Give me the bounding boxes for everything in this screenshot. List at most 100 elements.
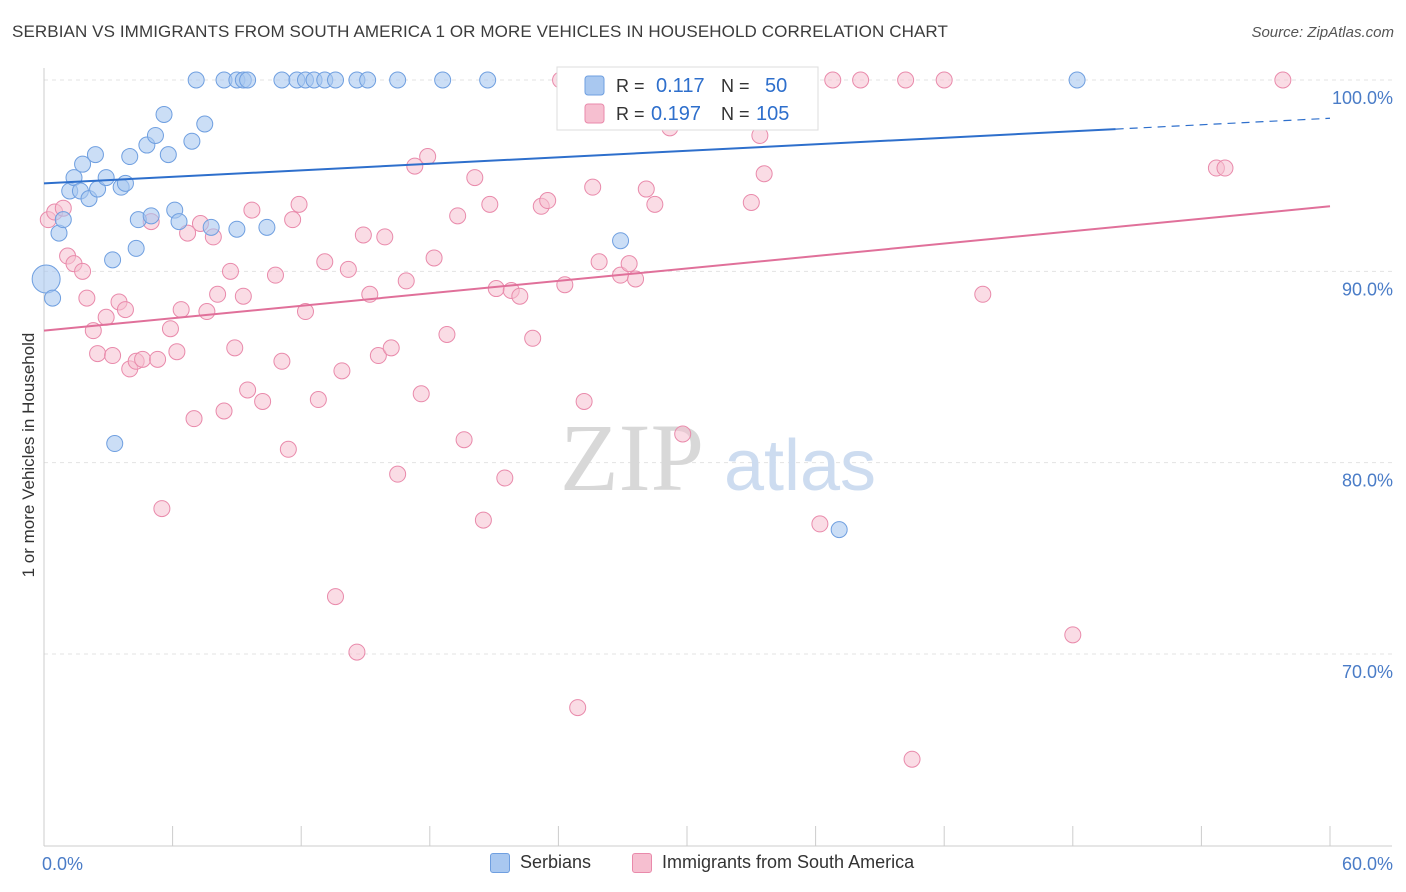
immigrants-point <box>811 515 829 533</box>
serbian-n-value: 50 <box>765 75 787 97</box>
serbian-point <box>104 251 122 269</box>
y-tick-label: 90.0% <box>1342 279 1393 299</box>
immigrants-point <box>487 280 505 298</box>
serbian-point <box>239 71 257 89</box>
serbian-r-label: R = <box>616 76 645 96</box>
immigrants-point <box>185 410 203 428</box>
immigrants-trend-line <box>43 205 1331 332</box>
serbian-point <box>74 155 92 173</box>
immigrants-point <box>339 260 357 278</box>
chart-source: Source: ZipAtlas.com <box>1251 24 1394 41</box>
immigrants-point <box>333 362 351 380</box>
chart-title: SERBIAN VS IMMIGRANTS FROM SOUTH AMERICA… <box>12 22 948 41</box>
immigrants-point <box>104 347 122 365</box>
immigrants-point <box>273 352 291 370</box>
immigrants-point <box>198 303 216 321</box>
immigrants-point <box>569 699 587 717</box>
serbian-point <box>146 126 164 144</box>
immigrants-point <box>382 339 400 357</box>
serbian-point <box>196 115 214 133</box>
immigrants-point <box>354 226 372 244</box>
serbian-point <box>479 71 497 89</box>
immigrants-point <box>243 201 261 219</box>
serbian-point <box>142 207 160 225</box>
immigrants-point <box>234 287 252 305</box>
immigrants-point <box>466 169 484 187</box>
serbian-r-value: 0.117 <box>656 75 705 97</box>
x-tick-label: 60.0% <box>1342 854 1393 874</box>
immigrants-point <box>897 71 915 89</box>
immigrants-point <box>290 195 308 213</box>
immigrants-point <box>674 425 692 443</box>
immigrants-point <box>97 308 115 326</box>
watermark-zip: ZIP <box>560 404 704 511</box>
immigrants-point <box>1216 159 1234 177</box>
immigrants-point <box>209 285 227 303</box>
immigrants-point <box>935 71 953 89</box>
immigrants-point <box>455 431 473 449</box>
imm-n-value: 105 <box>756 103 789 125</box>
immigrants-point <box>116 301 134 319</box>
immigrants-point <box>1274 71 1292 89</box>
immigrants-point <box>412 385 430 403</box>
serbian-point <box>359 71 377 89</box>
immigrants-point <box>266 266 284 284</box>
immigrants-point <box>172 301 190 319</box>
immigrants-point <box>852 71 870 89</box>
serbian-point <box>97 169 115 187</box>
immigrants-point <box>584 178 602 196</box>
immigrants-point <box>179 224 197 242</box>
immigrants-point <box>903 750 921 768</box>
immigrants-point <box>389 465 407 483</box>
serbian-point <box>170 213 188 231</box>
immigrants-point <box>397 272 415 290</box>
immigrants-point <box>637 180 655 198</box>
serbian-point <box>1068 71 1086 89</box>
imm-stats-swatch <box>584 103 605 124</box>
serbian-point <box>106 435 124 453</box>
immigrants-point <box>284 211 302 229</box>
immigrants-point <box>74 262 92 280</box>
immigrants-point <box>168 343 186 361</box>
stats-box: R = 0.117 N = 50 R = 0.197 N = 105 <box>556 66 819 131</box>
trend-lines <box>43 117 1331 332</box>
immigrants-point <box>474 511 492 529</box>
immigrants-point <box>254 392 272 410</box>
immigrants-point <box>376 228 394 246</box>
serbian-point <box>612 232 630 250</box>
y-axis-label: 1 or more Vehicles in Household <box>19 333 38 578</box>
serbian-point <box>326 71 344 89</box>
immigrants-point <box>89 345 107 363</box>
serbian-point <box>127 239 145 257</box>
serbian-trend-line <box>43 128 1116 185</box>
immigrants-point <box>1064 626 1082 644</box>
serbian-point <box>434 71 452 89</box>
immigrants-point <box>755 165 773 183</box>
immigrants-point <box>226 339 244 357</box>
serbian-trend-extension <box>1115 117 1331 130</box>
serbian-points <box>31 71 1086 539</box>
immigrants-point <box>449 207 467 225</box>
serbian-point <box>830 521 848 539</box>
legend-immigrants-swatch <box>632 852 652 873</box>
immigrants-point <box>215 402 233 420</box>
y-tick-label: 70.0% <box>1342 662 1393 682</box>
legend-serbians: Serbians <box>490 852 591 873</box>
immigrants-point <box>348 643 366 661</box>
immigrants-point <box>369 347 387 365</box>
legend-immigrants-label: Immigrants from South America <box>662 852 915 872</box>
immigrants-point <box>161 320 179 338</box>
immigrants-point <box>496 469 514 487</box>
serbian-point <box>116 174 134 192</box>
serbian-point <box>187 71 205 89</box>
immigrants-point <box>134 350 152 368</box>
immigrants-point <box>646 195 664 213</box>
axes <box>43 68 1392 847</box>
serbian-point <box>273 71 291 89</box>
tick-labels: 100.0% 90.0% 80.0% 70.0% 0.0% 60.0% <box>42 88 1393 874</box>
imm-r-label: R = <box>616 104 645 124</box>
immigrants-point <box>221 262 239 280</box>
serbian-point <box>258 218 276 236</box>
immigrants-point <box>309 391 327 409</box>
